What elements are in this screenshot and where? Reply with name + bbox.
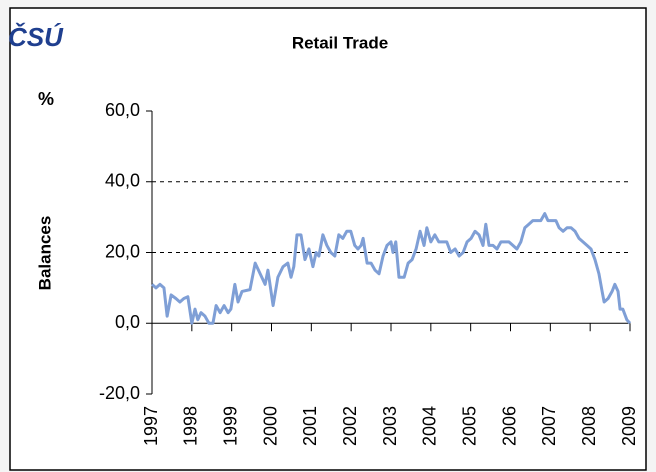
x-tick-label: 2008 — [579, 406, 599, 446]
x-tick-label: 1999 — [220, 406, 240, 446]
chart-title: Retail Trade — [292, 33, 388, 52]
x-tick-label: 2001 — [300, 406, 320, 446]
x-tick-label: 2007 — [539, 406, 559, 446]
x-tick-label: 2003 — [380, 406, 400, 446]
x-tick-label: 1997 — [141, 406, 161, 446]
x-tick-label: 2000 — [260, 406, 280, 446]
x-tick-label: 2006 — [499, 406, 519, 446]
x-tick-label: 2005 — [459, 406, 479, 446]
y-tick-label: -20,0 — [99, 383, 140, 403]
y-tick-label: 0,0 — [115, 312, 140, 332]
unit-label: % — [38, 89, 54, 109]
x-tick-label: 2009 — [619, 406, 639, 446]
y-tick-label: 60,0 — [105, 100, 140, 120]
y-axis-title: Balances — [35, 216, 54, 291]
x-tick-label: 2002 — [340, 406, 360, 446]
y-tick-label: 40,0 — [105, 171, 140, 191]
x-tick-label: 2004 — [420, 406, 440, 446]
logo: ČSÚ — [8, 22, 64, 52]
chart-frame — [9, 7, 647, 471]
data-line — [151, 212, 632, 325]
x-tick-label: 1998 — [181, 406, 201, 446]
y-tick-label: 20,0 — [105, 241, 140, 261]
